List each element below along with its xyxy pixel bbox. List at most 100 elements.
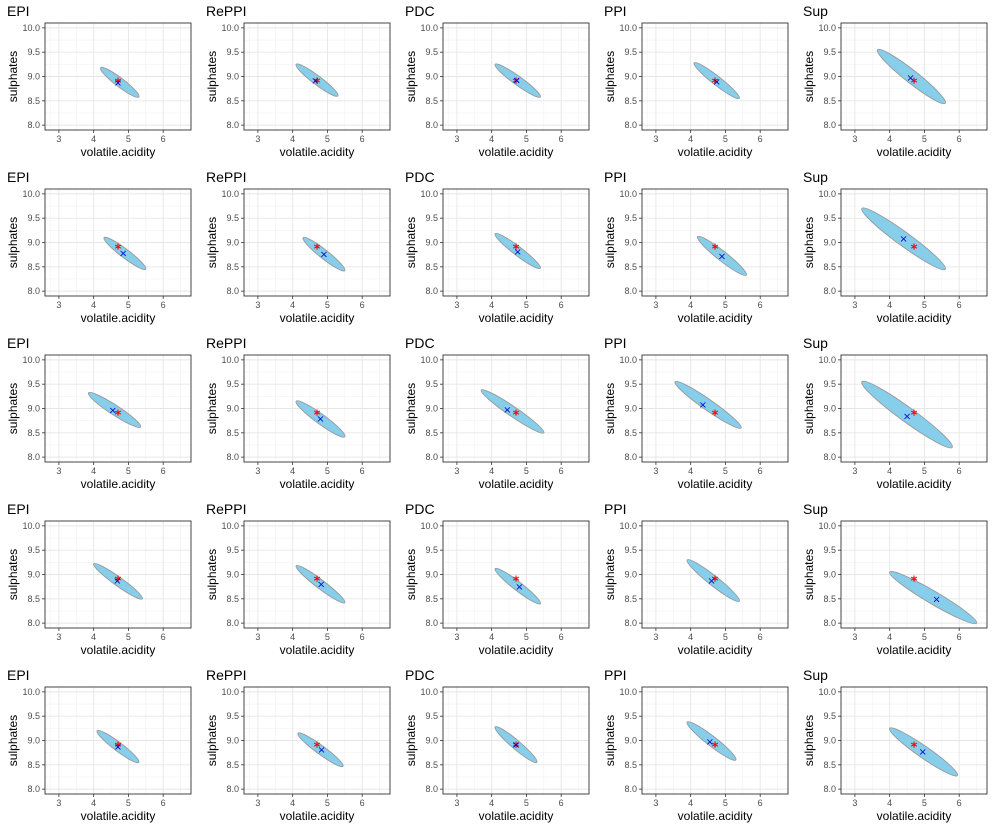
true-value-marker: * — [513, 242, 520, 257]
x-tick-label: 3 — [255, 466, 260, 476]
y-tick-label: 8.5 — [27, 594, 40, 604]
x-tick-label: 5 — [126, 798, 131, 808]
y-tick-label: 9.0 — [425, 736, 438, 746]
y-axis-title: sulphates — [205, 217, 219, 268]
y-tick-label: 9.0 — [226, 736, 239, 746]
y-tick-label: 8.5 — [226, 760, 239, 770]
y-tick-label: 10.0 — [221, 521, 239, 531]
confidence-ellipse — [494, 726, 538, 764]
x-tick-label: 5 — [126, 300, 131, 310]
x-tick-label: 6 — [161, 300, 166, 310]
x-tick-label: 5 — [126, 632, 131, 642]
panel-title: PPI — [604, 3, 627, 19]
y-tick-label: 9.5 — [624, 47, 637, 57]
confidence-ellipse — [686, 559, 740, 603]
x-axis-title: volatile.acidity — [280, 477, 355, 491]
y-tick-label: 9.5 — [624, 379, 637, 389]
panel-title: RePPI — [206, 169, 247, 185]
y-tick-label: 9.0 — [823, 736, 836, 746]
confidence-ellipse — [295, 400, 346, 438]
confidence-ellipse — [861, 207, 946, 271]
y-tick-label: 9.5 — [27, 213, 40, 223]
y-tick-label: 8.0 — [27, 784, 40, 794]
x-tick-label: 4 — [688, 798, 693, 808]
y-axis-title: sulphates — [603, 383, 617, 434]
x-tick-label: 5 — [524, 466, 529, 476]
panel-title: EPI — [7, 667, 30, 683]
y-tick-label: 9.0 — [425, 238, 438, 248]
panel-reppi-row5: RePPI * × 8.0 8.5 9.0 9.5 10.0 3 4 5 6 volatile.acid… — [199, 664, 398, 830]
x-tick-label: 4 — [887, 466, 892, 476]
y-tick-label: 8.5 — [425, 262, 438, 272]
panel-ppi-row5: PPI * × 8.0 8.5 9.0 9.5 10.0 3 4 5 6 volatile.acidit… — [597, 664, 796, 830]
y-tick-label: 9.0 — [27, 570, 40, 580]
x-tick-label: 5 — [126, 134, 131, 144]
panel-sup-row1: Sup * × 8.0 8.5 9.0 9.5 10.0 3 4 5 6 volatile.acidit… — [796, 0, 995, 166]
panel-reppi-row3: RePPI * × 8.0 8.5 9.0 9.5 10.0 3 4 5 6 volatile.acid… — [199, 332, 398, 498]
y-tick-label: 9.5 — [27, 711, 40, 721]
y-axis-title: sulphates — [802, 383, 816, 434]
estimate-marker: × — [515, 582, 523, 593]
y-tick-label: 10.0 — [420, 521, 438, 531]
x-tick-label: 4 — [290, 798, 295, 808]
x-tick-label: 4 — [290, 632, 295, 642]
estimate-marker: × — [113, 576, 121, 587]
confidence-ellipse — [295, 564, 346, 604]
y-tick-label: 8.0 — [425, 618, 438, 628]
panel-sup-row2: Sup * × 8.0 8.5 9.0 9.5 10.0 3 4 5 6 volatile.acidit… — [796, 166, 995, 332]
confidence-ellipse — [861, 380, 953, 449]
x-tick-label: 6 — [957, 466, 962, 476]
true-value-marker: * — [911, 574, 918, 589]
x-tick-label: 4 — [489, 300, 494, 310]
y-tick-label: 8.0 — [27, 120, 40, 130]
x-tick-label: 6 — [161, 798, 166, 808]
y-tick-label: 9.5 — [226, 711, 239, 721]
panel-title: PDC — [405, 501, 435, 517]
y-tick-label: 8.0 — [226, 618, 239, 628]
y-tick-label: 9.5 — [823, 545, 836, 555]
y-tick-label: 9.5 — [27, 47, 40, 57]
panel-title: PPI — [604, 667, 627, 683]
x-tick-label: 5 — [325, 632, 330, 642]
estimate-marker: × — [706, 737, 714, 748]
y-axis-title: sulphates — [603, 549, 617, 600]
estimate-marker: × — [718, 252, 726, 263]
x-tick-label: 3 — [255, 632, 260, 642]
x-tick-label: 4 — [688, 632, 693, 642]
x-axis-title: volatile.acidity — [678, 311, 753, 325]
panel-title: RePPI — [206, 3, 247, 19]
x-tick-label: 3 — [56, 134, 61, 144]
y-axis-title: sulphates — [205, 715, 219, 766]
y-tick-label: 9.5 — [624, 213, 637, 223]
y-tick-label: 10.0 — [420, 687, 438, 697]
y-tick-label: 10.0 — [420, 355, 438, 365]
x-tick-label: 3 — [852, 632, 857, 642]
y-tick-label: 8.5 — [27, 428, 40, 438]
x-tick-label: 3 — [653, 632, 658, 642]
x-axis-title: volatile.acidity — [479, 643, 554, 657]
y-tick-label: 8.0 — [27, 618, 40, 628]
x-tick-label: 5 — [723, 466, 728, 476]
x-tick-label: 6 — [559, 466, 564, 476]
confidence-ellipse — [494, 567, 541, 605]
estimate-marker: × — [503, 405, 511, 416]
y-tick-label: 8.0 — [425, 120, 438, 130]
x-tick-label: 3 — [255, 798, 260, 808]
y-tick-label: 10.0 — [420, 23, 438, 33]
true-value-marker: * — [513, 740, 520, 755]
estimate-marker: × — [918, 747, 926, 758]
y-tick-label: 8.0 — [823, 286, 836, 296]
estimate-marker: × — [320, 250, 328, 261]
panel-ppi-row4: PPI * × 8.0 8.5 9.0 9.5 10.0 3 4 5 6 volatile.acidit… — [597, 498, 796, 664]
panel-title: PPI — [604, 169, 627, 185]
x-tick-label: 5 — [922, 134, 927, 144]
estimate-marker: × — [317, 745, 325, 756]
x-axis-title: volatile.acidity — [81, 145, 156, 159]
y-tick-label: 9.0 — [823, 72, 836, 82]
x-axis-title: volatile.acidity — [678, 643, 753, 657]
panel-reppi-row1: RePPI * × 8.0 8.5 9.0 9.5 10.0 3 4 5 6 volatile.acid… — [199, 0, 398, 166]
